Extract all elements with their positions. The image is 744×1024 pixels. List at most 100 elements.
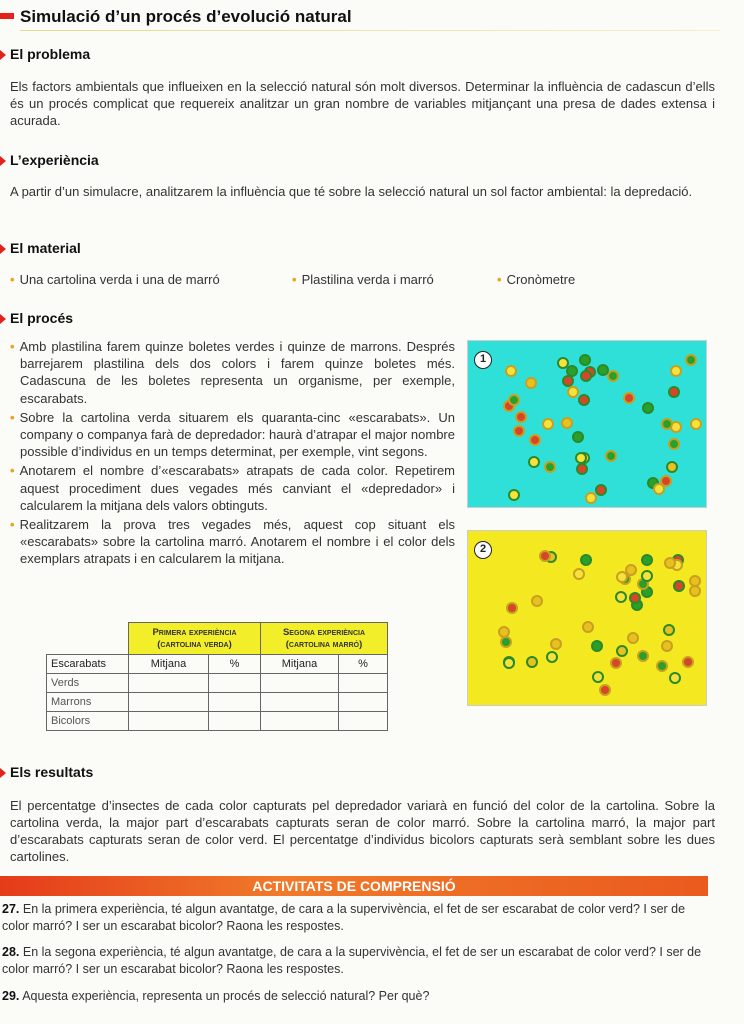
plasticine-ball: [571, 431, 584, 444]
plasticine-ball: [690, 417, 703, 430]
plasticine-ball: [528, 455, 541, 468]
plasticine-ball: [605, 450, 618, 463]
plasticine-ball: [582, 621, 595, 633]
plasticine-ball: [667, 386, 680, 399]
plasticine-ball: [668, 438, 681, 451]
cell[interactable]: [338, 692, 388, 712]
plasticine-ball: [525, 656, 538, 669]
plasticine-ball: [640, 569, 653, 582]
cell[interactable]: [128, 711, 209, 731]
process-step: • Anotarem el nombre d’«escarabats» atrap…: [10, 463, 455, 513]
activities-header: ACTIVITATS DE COMPRENSIÓ: [0, 876, 708, 896]
problem-text: Els factors ambientals que influeixen en…: [10, 79, 715, 128]
material-heading: El material: [10, 240, 81, 256]
plasticine-ball: [584, 491, 597, 504]
plasticine-ball: [572, 568, 585, 581]
plasticine-ball: [681, 655, 694, 668]
plasticine-ball: [661, 418, 674, 431]
plasticine-ball: [591, 671, 604, 684]
column-header: %: [208, 654, 261, 674]
cell[interactable]: [260, 673, 339, 693]
title-marker: [0, 13, 14, 19]
process-step: • Realitzarem la prova tres vegades més, …: [10, 517, 455, 567]
experience-text: A partir d’un simulacre, analitzarem la …: [10, 184, 693, 199]
plasticine-ball: [567, 386, 580, 399]
plasticine-ball: [656, 659, 669, 672]
plasticine-ball: [544, 460, 557, 473]
plasticine-ball: [549, 638, 562, 651]
cell[interactable]: [128, 673, 209, 693]
cell[interactable]: [338, 673, 388, 693]
experience-heading: L’experiència: [10, 152, 99, 168]
question: 29. Aquesta experiència, representa un p…: [2, 989, 430, 1003]
material-item: • Una cartolina verda i una de marró: [10, 272, 220, 287]
table-row: Verds: [46, 673, 388, 693]
plasticine-ball: [505, 364, 518, 377]
column-header: %: [338, 654, 388, 674]
plasticine-ball: [514, 411, 527, 424]
plasticine-ball: [524, 376, 537, 389]
results-table: Primera experiència (cartolina verda) Se…: [46, 622, 388, 731]
plasticine-ball: [660, 639, 673, 652]
section-arrow-icon: [0, 156, 6, 166]
row-label: Verds: [46, 673, 129, 693]
column-header: Mitjana: [260, 654, 339, 674]
plasticine-ball: [528, 434, 541, 447]
results-heading: Els resultats: [10, 764, 94, 780]
group-header-second: Segona experiència (cartolina marró): [260, 622, 388, 655]
plasticine-ball: [595, 484, 608, 497]
plasticine-ball: [596, 364, 609, 377]
plasticine-ball: [668, 671, 681, 684]
photo-number: 2: [474, 541, 492, 559]
cell[interactable]: [260, 711, 339, 731]
question: 28. En la segona experiència, té algun a…: [2, 945, 702, 976]
plasticine-ball: [637, 650, 650, 663]
plasticine-ball: [626, 632, 639, 645]
plasticine-ball: [607, 369, 620, 382]
group-header-first: Primera experiència (cartolina verda): [128, 622, 261, 655]
cell[interactable]: [208, 692, 261, 712]
cell[interactable]: [260, 692, 339, 712]
plasticine-ball: [580, 554, 593, 567]
plasticine-ball: [659, 475, 672, 488]
column-header: Escarabats: [46, 654, 129, 674]
cell[interactable]: [208, 673, 261, 693]
plasticine-ball: [557, 357, 570, 370]
section-arrow-icon: [0, 768, 6, 778]
table-row: Bicolors: [46, 711, 388, 731]
row-label: Bicolors: [46, 711, 129, 731]
plasticine-ball: [507, 489, 520, 502]
section-arrow-icon: [0, 244, 6, 254]
plasticine-ball: [539, 549, 552, 562]
plasticine-ball: [499, 636, 512, 649]
photo-number: 1: [474, 351, 492, 369]
question: 27. En la primera experiència, té algun …: [2, 902, 686, 933]
photo-brown-card: 2: [467, 530, 707, 706]
cell[interactable]: [128, 692, 209, 712]
plasticine-ball: [531, 594, 544, 607]
plasticine-ball: [672, 579, 685, 592]
plasticine-ball: [578, 354, 591, 367]
plasticine-ball: [615, 571, 628, 584]
column-header: Mitjana: [128, 654, 209, 674]
plasticine-ball: [622, 391, 635, 404]
title-rule: [20, 30, 720, 31]
plasticine-ball: [624, 564, 637, 577]
cell[interactable]: [208, 711, 261, 731]
plasticine-ball: [578, 394, 591, 407]
process-steps: • Amb plastilina farem quinze boletes ver…: [10, 338, 455, 570]
plasticine-ball: [689, 575, 702, 588]
plasticine-ball: [545, 650, 558, 663]
section-arrow-icon: [0, 50, 6, 60]
photo-green-card: 1: [467, 340, 707, 508]
process-step: • Sobre la cartolina verda situarem els q…: [10, 409, 455, 460]
plasticine-ball: [669, 365, 682, 378]
plasticine-ball: [598, 683, 611, 696]
plasticine-ball: [615, 645, 628, 658]
row-label: Marrons: [46, 692, 129, 712]
cell[interactable]: [338, 711, 388, 731]
plasticine-ball: [512, 425, 525, 438]
process-step: • Amb plastilina farem quinze boletes ver…: [10, 339, 455, 406]
plasticine-ball: [576, 463, 589, 476]
plasticine-ball: [541, 418, 554, 431]
